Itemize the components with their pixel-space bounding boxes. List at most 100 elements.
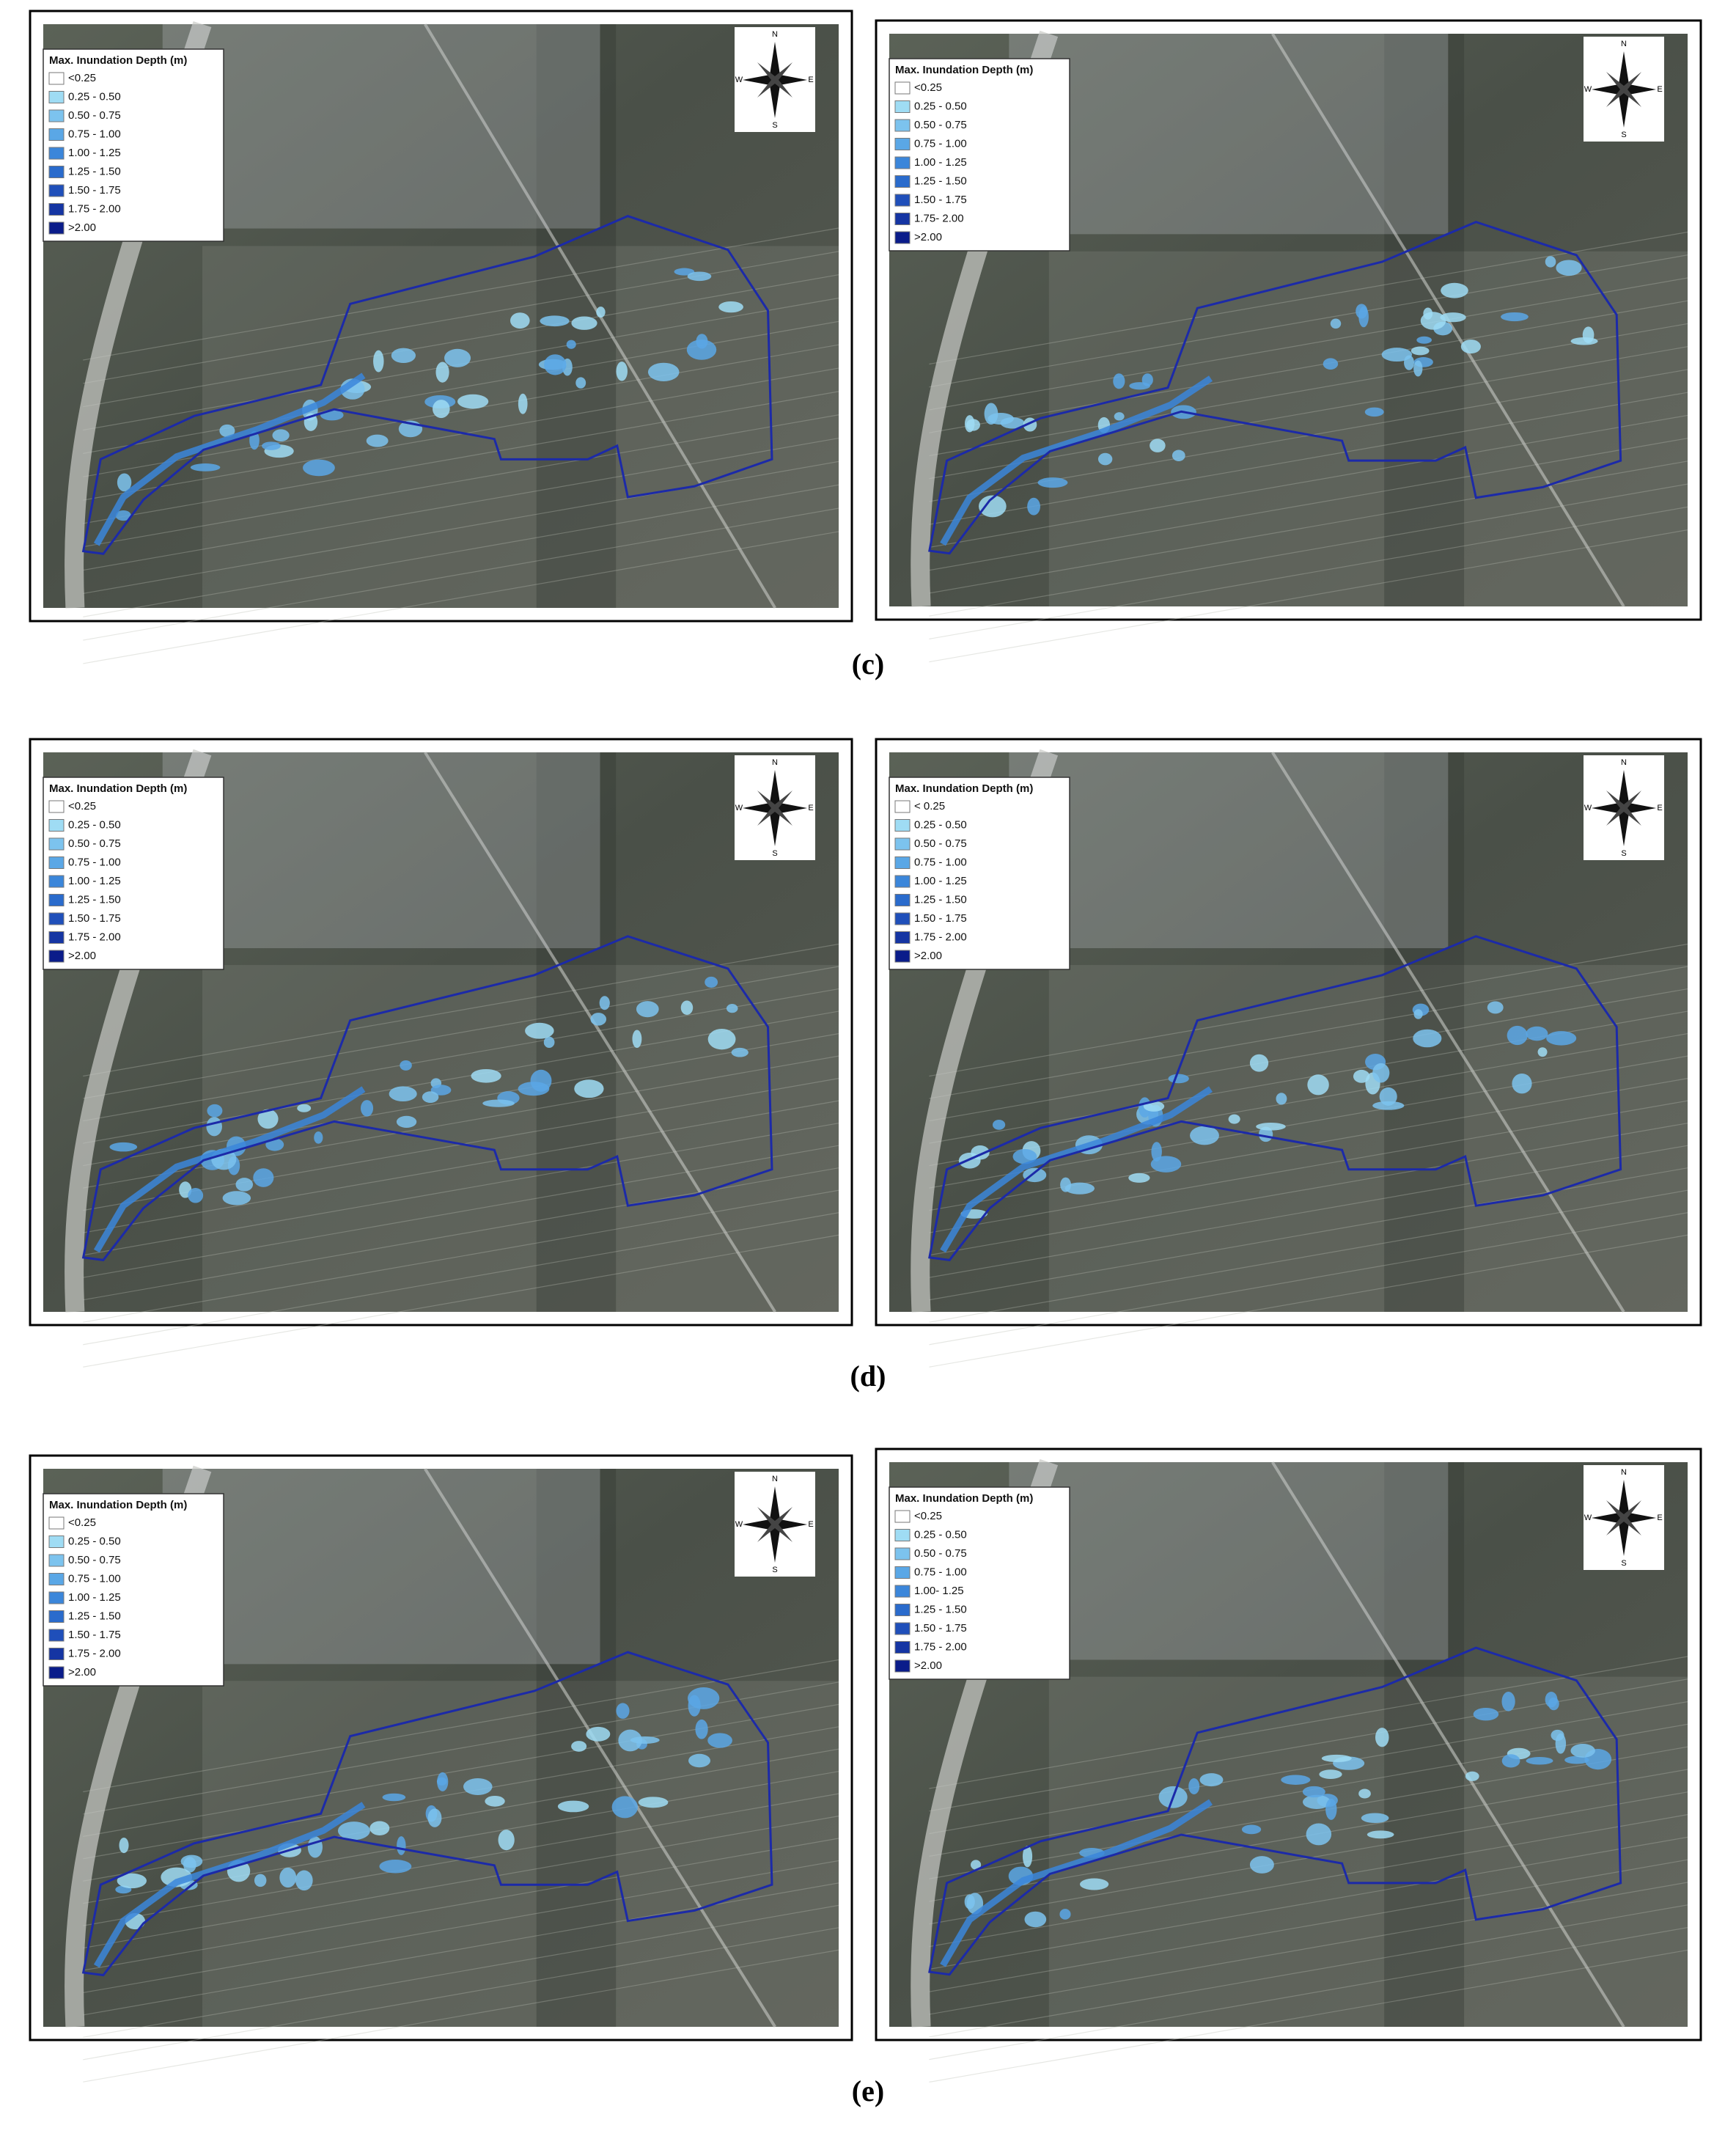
flood-patch [1024, 1911, 1047, 1928]
panel-caption: (c) [852, 647, 884, 680]
flood-patch [687, 271, 712, 282]
field-line [83, 1659, 839, 1793]
map-panel: Max. Inundation Depth (m) <0.25 0.25 - 0.5… [875, 19, 1702, 663]
field-line [83, 391, 839, 524]
flood-patch [379, 1859, 412, 1874]
field-line [929, 988, 1688, 1122]
flood-patch [444, 348, 471, 367]
flood-channel [93, 373, 366, 546]
legend-item: 1.00 - 1.25 [68, 875, 121, 887]
field-line [929, 231, 1688, 365]
compass-w: W [1584, 85, 1592, 94]
clouds [1009, 34, 1449, 235]
legend-swatch [48, 72, 65, 85]
legend-item: >2.00 [914, 231, 942, 243]
flood-patch [1060, 1177, 1072, 1192]
flood-patch [1190, 1126, 1219, 1145]
legend-swatch [894, 1510, 911, 1523]
legend-swatch [48, 1516, 65, 1530]
map-panel: Max. Inundation Depth (m) <0.25 0.25 - 0.5… [875, 1448, 1702, 2083]
flood-patch [599, 996, 610, 1010]
legend-item: 1.75 - 2.00 [68, 931, 121, 943]
legend-swatch [894, 950, 911, 963]
legend-item: <0.25 [68, 72, 96, 84]
legend-box [43, 777, 224, 970]
flood-patch [1423, 307, 1433, 320]
legend-item: 1.50 - 1.75 [914, 194, 967, 206]
road [424, 751, 776, 1313]
legend-swatch [48, 931, 65, 944]
field-line [83, 1838, 839, 1971]
flood-channel [940, 1799, 1213, 1967]
compass: N S E W [735, 27, 815, 132]
compass-s: S [1621, 131, 1626, 139]
flood-patch [457, 394, 489, 409]
flood-channel [940, 375, 1213, 546]
legend-item: 1.75 - 2.00 [68, 202, 121, 215]
flood-patch [978, 495, 1007, 518]
flood-patch [1501, 1692, 1515, 1711]
flood-patch [1276, 1093, 1287, 1105]
flood-patch [1097, 452, 1113, 466]
legend-item: >2.00 [68, 950, 96, 962]
legend-item: 0.75 - 1.00 [68, 128, 121, 140]
legend-item: 1.25 - 1.50 [68, 893, 121, 906]
compass: N S E W [735, 1472, 815, 1577]
flood-patch [1551, 1729, 1564, 1742]
flood-patch [1582, 326, 1595, 343]
flood-channel [940, 1086, 1213, 1253]
field-line [83, 1145, 839, 1278]
flood-patch [611, 1796, 639, 1819]
flood-patch [1199, 1773, 1224, 1787]
flood-patch [1507, 1025, 1528, 1046]
legend-swatch [894, 1529, 911, 1541]
legend-swatch [894, 1641, 911, 1654]
flood-patch [1546, 1031, 1577, 1046]
flood-patch [518, 393, 528, 414]
legend-title: Max. Inundation Depth (m) [49, 54, 187, 67]
compass-w: W [1584, 1514, 1592, 1522]
compass-star-diag [1606, 790, 1641, 826]
legend-swatch [894, 1566, 911, 1579]
legend-swatch [48, 1536, 65, 1548]
flood-patch [1413, 1029, 1442, 1048]
legend-item: 1.50 - 1.75 [68, 912, 121, 925]
field-line [83, 274, 839, 408]
legend-swatch [894, 231, 911, 244]
legend-swatch [48, 819, 65, 832]
field-line [929, 1814, 1688, 1948]
flood-patch [1413, 360, 1423, 377]
legend-swatch [48, 1648, 65, 1660]
catchment-boundary [928, 1646, 1622, 1976]
flood-channel [93, 1086, 366, 1253]
flood-patch [1487, 1001, 1504, 1014]
flood-patch [471, 1068, 501, 1083]
legend-swatch [48, 875, 65, 888]
flood-patch [1570, 1744, 1595, 1758]
flood-patch [1323, 358, 1339, 370]
flood-patch [1150, 1156, 1182, 1173]
flood-patch [1545, 256, 1556, 268]
compass-s: S [772, 121, 777, 130]
flood-patch [382, 1793, 406, 1802]
legend-swatch [894, 138, 911, 150]
flood-patch [1241, 1824, 1262, 1835]
compass-n: N [1621, 40, 1627, 48]
legend-swatch [48, 109, 65, 122]
legend-swatch [894, 800, 911, 813]
compass-star-diag [757, 790, 792, 826]
field-line [929, 1100, 1688, 1233]
field-line [83, 943, 839, 1077]
flood-patch [510, 312, 530, 329]
legend-swatch [48, 128, 65, 141]
flood-patch [695, 1719, 708, 1739]
legend-item: 0.25 - 0.50 [68, 90, 121, 103]
compass-star-diag [757, 1507, 792, 1542]
flood-patch [1440, 312, 1466, 323]
legend-item: 0.50 - 0.75 [914, 1547, 967, 1560]
flood-patch [435, 362, 449, 383]
flood-patch [1306, 1823, 1332, 1846]
flood-patch [1012, 1148, 1037, 1164]
clouds [162, 1469, 600, 1665]
flood-patch [1473, 1707, 1499, 1721]
